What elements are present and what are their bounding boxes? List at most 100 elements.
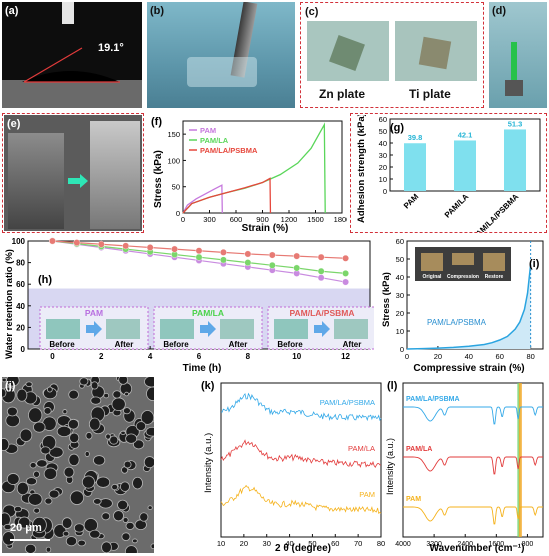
pore [33, 421, 46, 433]
pore [6, 473, 20, 485]
y-tick-label: 20 [396, 309, 404, 318]
pore [113, 510, 124, 522]
series-label: PAM [406, 496, 421, 503]
category-label: PAM/LA [443, 192, 471, 220]
pore [73, 523, 85, 533]
pore [69, 490, 85, 505]
y-tick-label: 60 [379, 115, 387, 124]
chart-h-xlabel: Time (h) [183, 363, 222, 373]
arrow-icon [86, 321, 102, 337]
ftir-curve-PAM [403, 506, 543, 525]
y-tick-label: 30 [396, 291, 404, 300]
category-label: PAM [402, 192, 421, 211]
bar-value-label: 51.3 [508, 119, 523, 128]
panel-h-label: (h) [38, 274, 52, 286]
bar-PAM/LA [454, 140, 476, 191]
chart-l-xlabel: Wavenumber (cm⁻¹) [430, 543, 525, 553]
data-point-PAM [317, 274, 325, 282]
after-label: After [115, 340, 134, 349]
pore [6, 377, 20, 387]
x-tick-label: 1200 [281, 215, 298, 224]
pore [121, 532, 131, 541]
data-point-PAM/LA/PSBMA [122, 242, 130, 250]
pore [133, 439, 145, 450]
category-label: PAM/LA/PSBMA [471, 192, 521, 232]
y-tick-label: 20 [379, 163, 387, 172]
arrow-icon [68, 174, 88, 188]
data-point-PAM/LA [244, 259, 252, 266]
x-tick-label: 20 [240, 539, 248, 548]
pore [122, 407, 131, 415]
droplet-illustration [2, 47, 142, 108]
y-tick-label: 60 [16, 280, 25, 289]
series-line-PAM [182, 184, 223, 214]
pore [84, 451, 90, 457]
before-label: Before [163, 340, 189, 349]
before-photo [160, 319, 194, 339]
green-object [511, 42, 517, 82]
plot-frame [402, 382, 544, 538]
chart-i-curve-label: PAM/LA/PSBMA [427, 318, 487, 327]
after-photo [220, 319, 254, 339]
tensile-machine-right [90, 121, 140, 229]
y-tick-label: 50 [172, 183, 180, 192]
sample-photo [483, 253, 505, 271]
pore [120, 430, 126, 435]
pore [2, 388, 7, 398]
highlight-band [517, 383, 521, 537]
inset-title: PAM/LA/PSBMA [289, 308, 354, 318]
pore [88, 417, 101, 431]
pore [125, 433, 138, 444]
needle [62, 2, 74, 24]
chart-i-ylabel: Stress (kPa) [381, 272, 392, 327]
pore [147, 505, 153, 510]
x-tick-label: 300 [203, 215, 216, 224]
panel-e-frame [2, 113, 144, 233]
y-tick-label: 0 [176, 209, 180, 218]
x-tick-label: 80 [377, 539, 385, 548]
x-tick-label: 800 [522, 541, 534, 548]
chart-f-ylabel: Stress (kPa) [153, 150, 164, 208]
after-photo [106, 319, 140, 339]
x-tick-label: 600 [230, 215, 243, 224]
data-point-PAM/LA/PSBMA [317, 253, 325, 261]
data-point-PAM/LA/PSBMA [244, 250, 252, 258]
pore [62, 530, 70, 537]
data-point-PAM/LA [293, 264, 301, 272]
y-tick-label: 30 [379, 151, 387, 160]
pore [16, 388, 28, 402]
pore [46, 386, 53, 393]
x-tick-label: 900 [256, 215, 269, 224]
x-tick-label: 2400 [457, 541, 473, 548]
pore [45, 546, 52, 553]
sample-photo [452, 253, 474, 265]
inset-label: Original [423, 274, 443, 280]
panel-g-label: (g) [390, 122, 404, 134]
data-point-PAM/LA [220, 256, 227, 264]
legend-entry: PAM/LA [200, 136, 229, 145]
x-tick-label: 0 [405, 352, 409, 361]
pore [67, 418, 79, 430]
pore [29, 462, 37, 469]
pore [132, 476, 143, 490]
contact-angle-text: 19.1° [98, 42, 124, 54]
pore [101, 512, 111, 521]
x-tick-label: 0 [50, 352, 55, 361]
pore [44, 497, 53, 505]
pore [124, 545, 138, 553]
pore [123, 460, 132, 469]
bar-PAM [404, 143, 426, 191]
series-label: PAM/LA/PSBMA [320, 398, 375, 407]
data-point-PAM/LA/PSBMA [49, 237, 56, 245]
pore [90, 381, 99, 390]
chart-i-xlabel: Compressive strain (%) [413, 363, 524, 373]
panel-b-label: (b) [150, 5, 165, 17]
panel-e-label: (e) [7, 118, 21, 130]
pore [25, 477, 38, 486]
x-tick-label: 0 [181, 215, 185, 224]
zn-plate-label: Zn plate [319, 87, 366, 101]
pore [85, 431, 93, 440]
before-label: Before [277, 340, 303, 349]
pore [143, 456, 154, 469]
